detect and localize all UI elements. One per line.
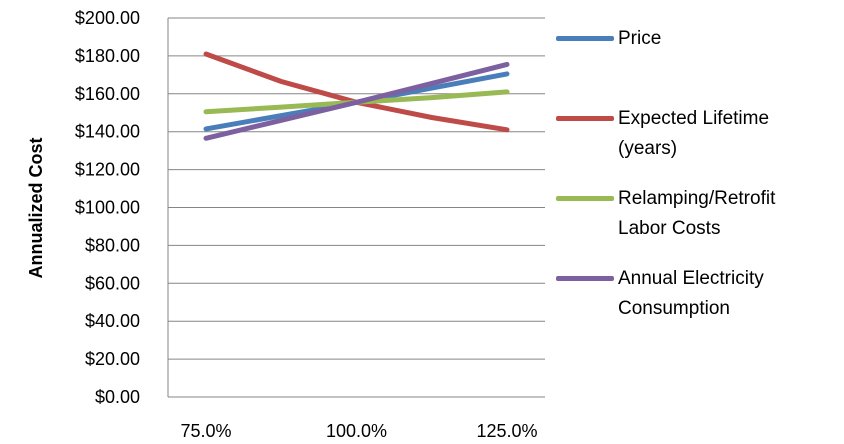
legend-swatch	[556, 116, 614, 121]
legend-label: Annual Electricity Consumption	[618, 268, 764, 319]
legend-swatch	[556, 36, 614, 41]
y-tick-label: $80.00	[85, 235, 140, 255]
y-axis-label: Annualized Cost	[26, 137, 46, 278]
series-line-4	[203, 61, 510, 141]
legend-item: Price	[556, 24, 840, 104]
y-tick-label: $200.00	[75, 8, 140, 28]
y-tick-label: $40.00	[85, 311, 140, 331]
legend-label: Relamping/Retrofit Labor Costs	[618, 188, 776, 239]
gridlines	[167, 17, 545, 398]
legend-swatch	[556, 276, 614, 281]
legend-swatch	[556, 196, 614, 201]
legend: Price Expected Lifetime (years) Relamping/…	[556, 24, 840, 344]
legend-item: Relamping/Retrofit Labor Costs	[556, 184, 840, 264]
x-tick-label: 75.0%	[180, 421, 231, 441]
y-tick-label: $20.00	[85, 349, 140, 369]
y-tick-label: $120.00	[75, 160, 140, 180]
x-tick-label: 100.0%	[326, 421, 387, 441]
x-axis-tick-labels: 75.0% 100.0% 125.0%	[180, 421, 537, 441]
legend-item: Annual Electricity Consumption	[556, 264, 840, 344]
y-tick-label: $180.00	[75, 46, 140, 66]
legend-label: Price	[618, 28, 662, 49]
legend-label: Expected Lifetime (years)	[618, 108, 770, 159]
y-tick-label: $140.00	[75, 122, 140, 142]
legend-item: Expected Lifetime (years)	[556, 104, 840, 184]
x-tick-label: 125.0%	[476, 421, 537, 441]
y-tick-label: $100.00	[75, 198, 140, 218]
series-lines	[203, 51, 510, 141]
y-tick-label: $60.00	[85, 273, 140, 293]
y-axis-tick-labels: $0.00 $20.00 $40.00 $60.00 $80.00 $100.00 $120…	[75, 8, 140, 407]
y-tick-label: $0.00	[95, 387, 140, 407]
y-tick-label: $160.00	[75, 84, 140, 104]
